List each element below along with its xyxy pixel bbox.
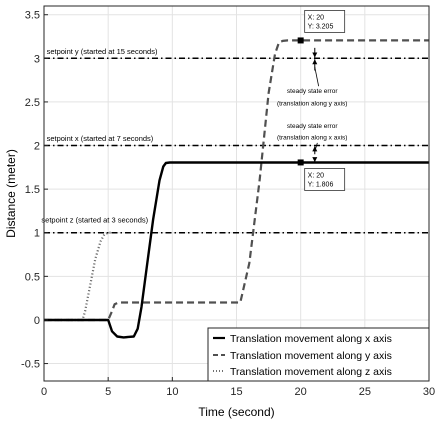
series-line-translation-movement-along-x-axis xyxy=(44,161,429,339)
annotation-2: setpoint z (started at 3 seconds) xyxy=(41,215,148,224)
datatip-y-1: Y: 1.806 xyxy=(308,181,334,188)
datatip-box-1 xyxy=(304,168,346,191)
x-axis-label: Time (second) xyxy=(198,405,274,419)
legend: Translation movement along x axis Transl… xyxy=(207,327,430,382)
y-tick-label-4: 1.5 xyxy=(25,184,40,196)
error-arrow-x-top-head xyxy=(312,146,318,152)
x-tick-label-3: 15 xyxy=(230,386,242,398)
datatip-x-0: X: 20 xyxy=(308,14,324,21)
series-line-translation-movement-along-y-axis xyxy=(44,39,429,322)
legend-box xyxy=(207,327,430,382)
legend-label-y: Translation movement along y axis xyxy=(230,350,392,362)
y-axis-label: Distance (meter) xyxy=(4,149,18,238)
datatip-marker-1 xyxy=(297,159,304,166)
x-tick-label-6: 30 xyxy=(423,386,435,398)
x-tick-label-4: 20 xyxy=(295,386,307,398)
error-arrow-y-top-head xyxy=(312,52,318,58)
y-tick-label-1: 0 xyxy=(34,315,40,327)
datatip-y-0: Y: 3.205 xyxy=(308,23,334,30)
annotation-0: setpoint y (started at 15 seconds) xyxy=(47,47,158,56)
annotation-6: (translation along x axis) xyxy=(277,134,347,141)
annotation-4: (translation along y axis) xyxy=(277,100,347,107)
error-y-pointer xyxy=(314,66,320,87)
y-tick-label-7: 3 xyxy=(34,53,40,65)
error-arrow-y-bottom-head xyxy=(312,59,318,65)
datatip-x-1: X: 20 xyxy=(308,172,324,179)
legend-label-x: Translation movement along x axis xyxy=(230,333,392,345)
annotation-3: steady state error xyxy=(287,88,338,95)
series-line-translation-movement-along-z-axis xyxy=(44,231,111,322)
y-tick-label-0: -0.5 xyxy=(21,359,40,371)
y-tick-label-6: 2.5 xyxy=(25,97,40,109)
x-tick-label-1: 5 xyxy=(105,386,111,398)
x-tick-label-0: 0 xyxy=(41,386,47,398)
legend-label-z: Translation movement along z axis xyxy=(230,366,392,378)
datatip-marker-0 xyxy=(297,37,304,44)
y-tick-label-2: 0.5 xyxy=(25,271,40,283)
annotation-1: setpoint x (started at 7 seconds) xyxy=(47,134,154,143)
y-tick-label-3: 1 xyxy=(34,228,40,240)
annotations: setpoint y (started at 15 seconds) setpoi… xyxy=(41,10,347,224)
error-x-pointer xyxy=(314,142,318,152)
ticks: 0 5 10 15 20 25 30 -0.5 0 0.5 1 1.5 2 2.5 3 3.5 xyxy=(21,10,435,398)
datatip-box-0 xyxy=(304,10,346,33)
x-tick-label-2: 10 xyxy=(166,386,178,398)
y-tick-label-5: 2 xyxy=(34,141,40,153)
series-layer xyxy=(44,39,429,339)
annotation-5: steady state error xyxy=(287,123,338,130)
y-tick-label-8: 3.5 xyxy=(25,10,40,22)
error-arrow-x-bottom-head xyxy=(312,157,318,163)
x-tick-label-5: 25 xyxy=(359,386,371,398)
